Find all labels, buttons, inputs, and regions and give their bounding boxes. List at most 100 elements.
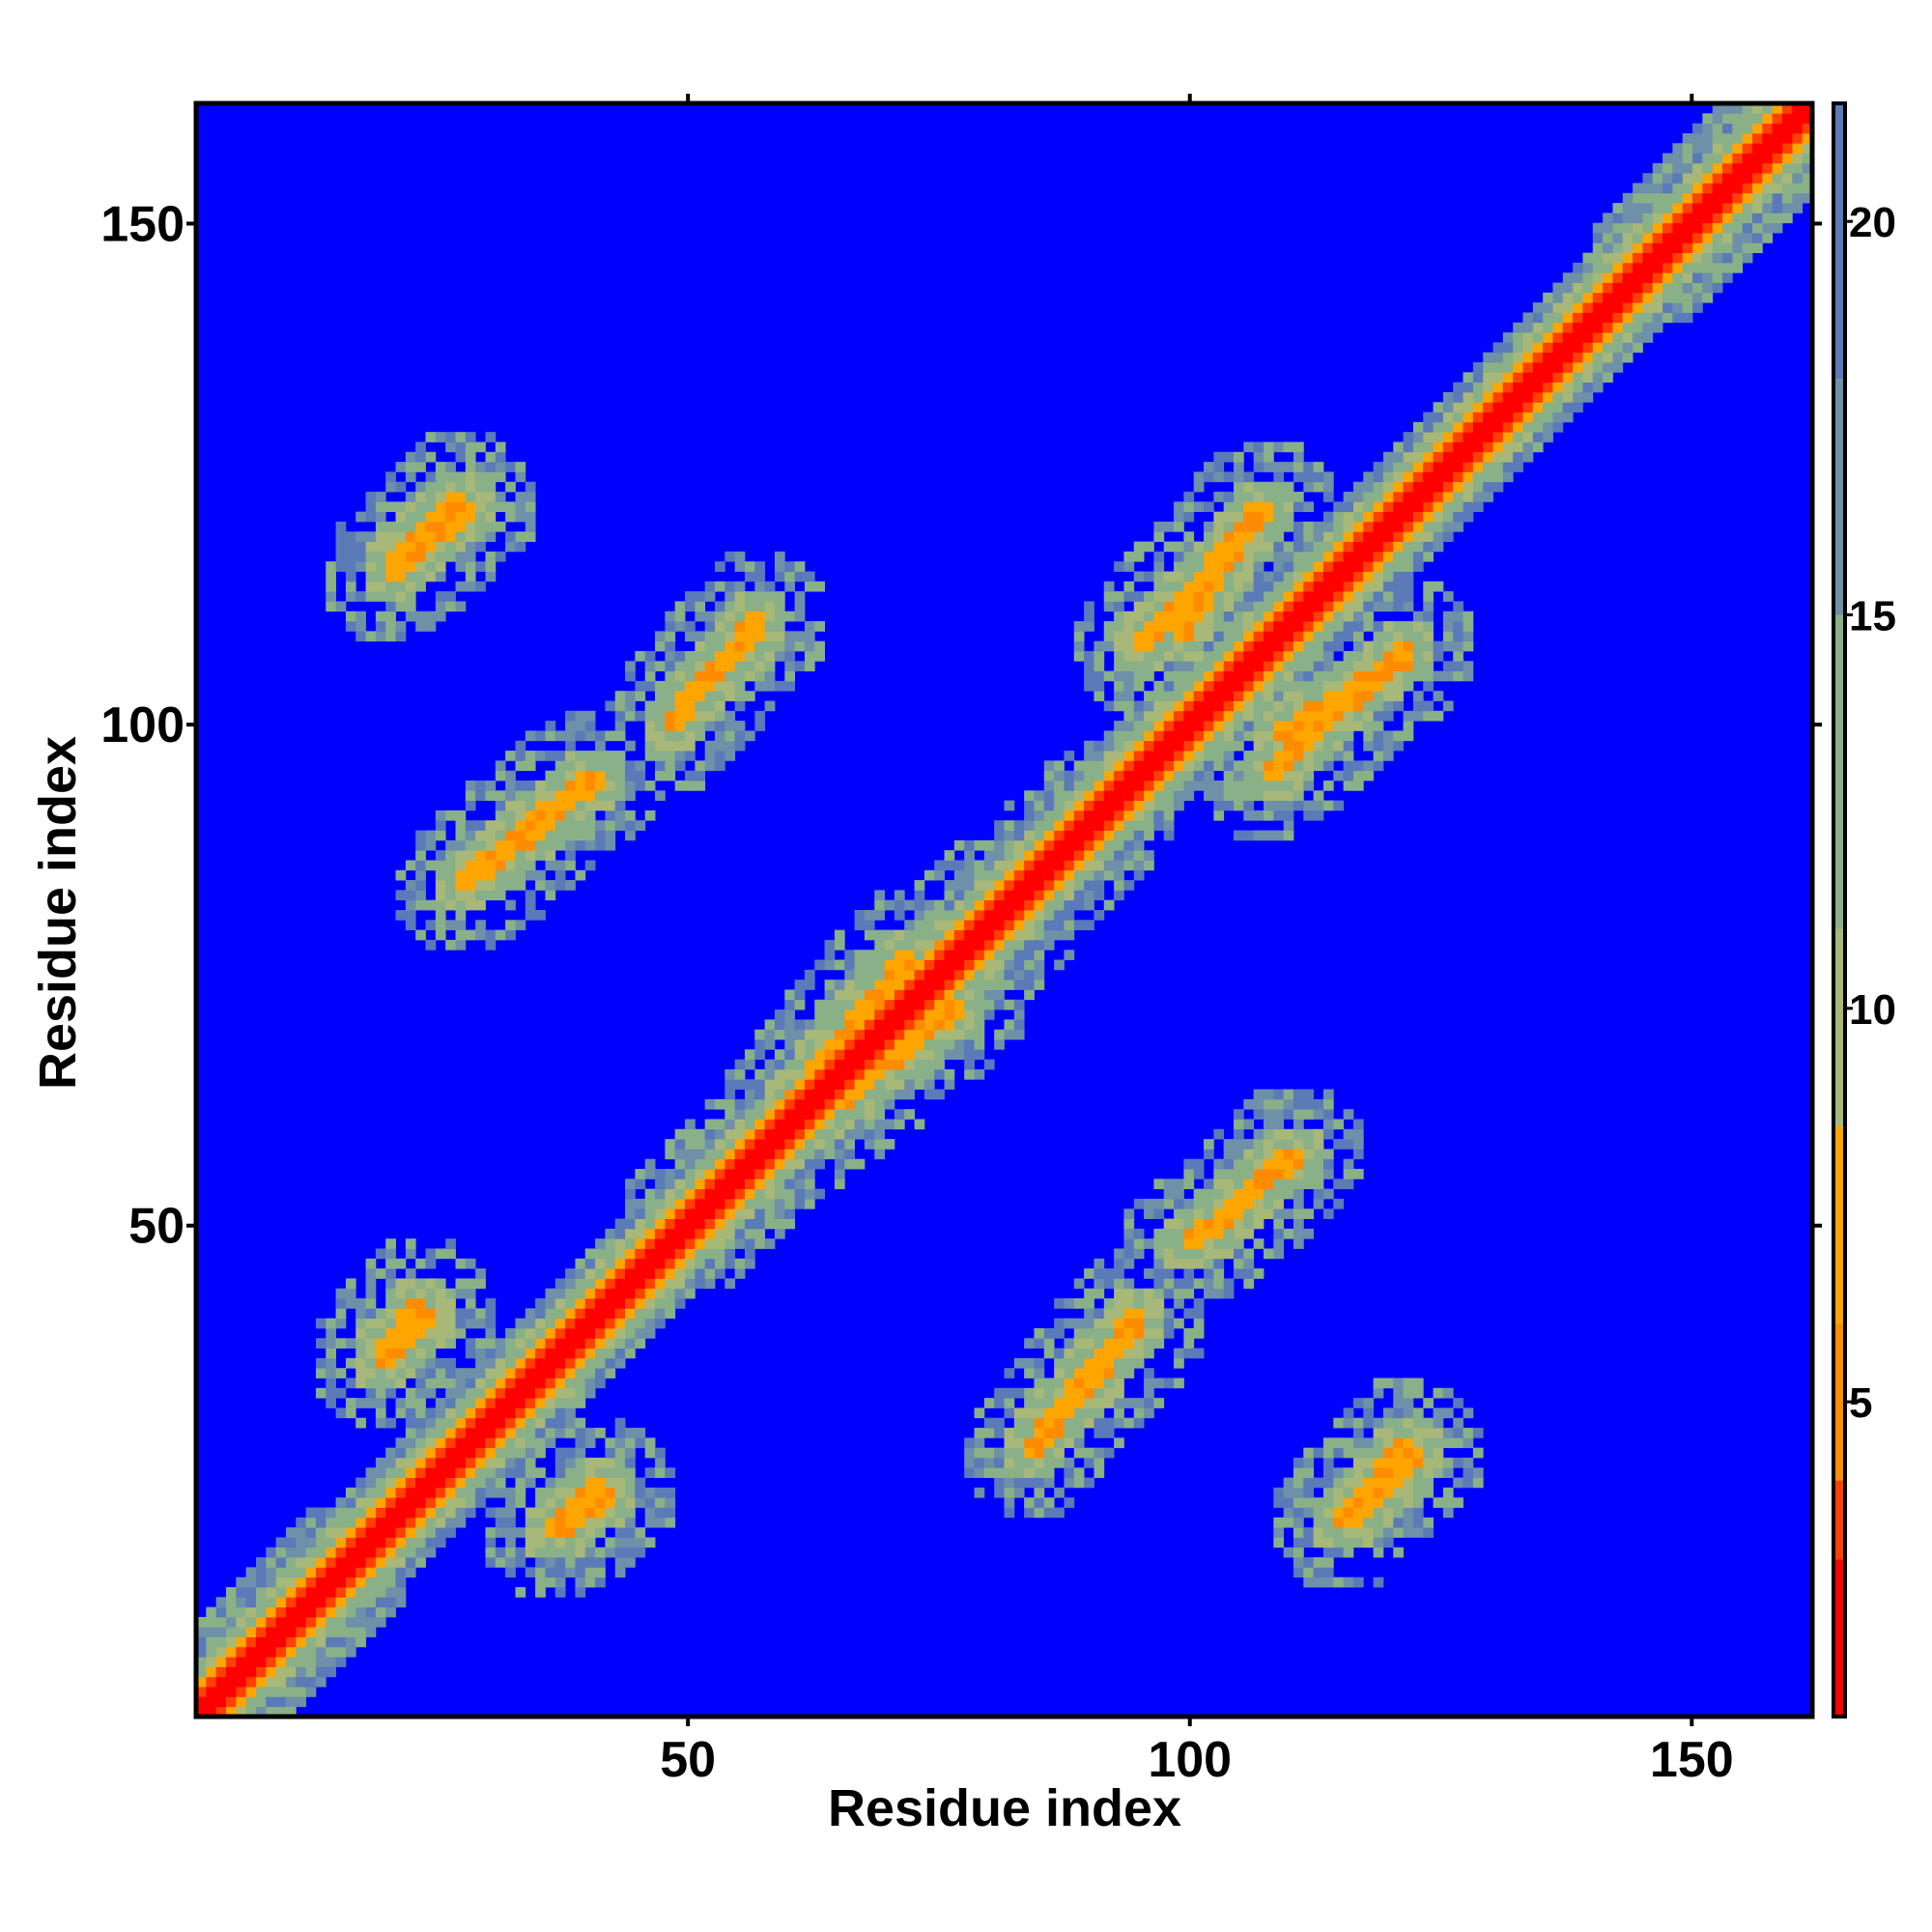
heatmap-cell [1223,1158,1235,1170]
heatmap-cell [1412,700,1424,712]
heatmap-cell [1073,1348,1085,1359]
heatmap-cell [1084,1298,1094,1309]
heatmap-cell [1303,670,1315,682]
heatmap-cell [1243,770,1255,781]
heatmap-cell [1433,541,1444,553]
heatmap-cell [565,1547,576,1558]
heatmap-cell [665,1258,676,1269]
heatmap-cell [1603,372,1613,384]
heatmap-cell [1123,1348,1135,1359]
heatmap-cell [605,730,616,742]
heatmap-cell [1024,980,1035,990]
heatmap-cell [415,1378,426,1389]
heatmap-cell [296,1657,306,1667]
heatmap-cell [1213,670,1225,682]
heatmap-cell [1532,382,1544,393]
heatmap-cell [1463,432,1474,442]
heatmap-cell [854,980,866,990]
heatmap-cell [744,730,755,742]
heatmap-cell [1094,1457,1105,1468]
heatmap-cell [923,969,935,980]
heatmap-cell [1293,640,1304,652]
heatmap-cell [874,1039,885,1050]
heatmap-cell [1502,372,1514,384]
heatmap-cell [874,1109,885,1120]
heatmap-cell [644,1447,656,1459]
heatmap-cell [525,850,536,861]
heatmap-cell [535,1586,546,1598]
heatmap-cell [1592,242,1604,254]
heatmap-cell [774,1079,785,1090]
heatmap-cell [1234,481,1244,493]
heatmap-cell [1303,1487,1315,1498]
heatmap-cell [1064,1357,1075,1369]
heatmap-cell [455,820,467,831]
heatmap-cell [1543,342,1553,354]
heatmap-cell [445,1368,456,1378]
heatmap-cell [665,631,676,642]
heatmap-cell [545,1507,556,1519]
heatmap-cell [1343,1417,1354,1429]
heatmap-cell [595,1507,606,1519]
heatmap-cell [1054,1318,1065,1329]
heatmap-cell [1433,531,1444,542]
heatmap-cell [1103,860,1115,871]
heatmap-cell [1103,800,1115,811]
heatmap-cell [914,959,925,971]
heatmap-cell [1204,710,1214,722]
heatmap-cell [1273,1527,1285,1538]
heatmap-cell [355,1586,366,1598]
heatmap-cell [1363,670,1375,682]
heatmap-cell [1174,670,1184,682]
heatmap-cell [315,1586,327,1598]
heatmap-cell [1153,1248,1165,1260]
heatmap-cell [1293,492,1304,502]
heatmap-cell [285,1676,297,1688]
heatmap-cell [525,511,536,523]
heatmap-cell [974,920,985,931]
heatmap-cell [1073,1417,1085,1429]
heatmap-cell [695,1198,706,1209]
heatmap-cell [1004,839,1015,851]
heatmap-cell [744,1179,755,1190]
heatmap-cell [1543,322,1553,333]
heatmap-cell [644,721,656,731]
heatmap-cell [335,1308,347,1320]
heatmap-cell [1034,1467,1045,1478]
heatmap-cell [425,521,437,532]
heatmap-cell [1183,770,1195,781]
heatmap-cell [1123,830,1135,841]
heatmap-cell [774,1188,785,1200]
heatmap-cell [1094,1258,1105,1269]
heatmap-cell [1204,661,1214,671]
heatmap-cell [1303,471,1315,483]
heatmap-cell [734,581,746,592]
heatmap-cell [1382,591,1394,602]
heatmap-cell [1144,790,1154,802]
heatmap-cell [1034,950,1045,960]
heatmap-cell [1322,492,1334,502]
heatmap-cell [415,462,426,472]
heatmap-cell [215,1606,227,1618]
heatmap-cell [614,810,626,821]
heatmap-cell [465,492,476,502]
heatmap-cell [1363,501,1375,513]
heatmap-cell [914,1049,925,1061]
heatmap-cell [485,890,497,901]
heatmap-cell [435,601,446,612]
heatmap-cell [1273,511,1285,523]
heatmap-cell [1303,1109,1315,1120]
heatmap-cell [1163,790,1175,802]
heatmap-cell [515,1557,526,1568]
heatmap-cell [1133,1348,1145,1359]
heatmap-cell [385,621,396,632]
heatmap-cell [485,1447,497,1459]
heatmap-cell [665,1288,676,1299]
heatmap-cell [734,601,746,612]
heatmap-cell [1114,780,1124,791]
heatmap-cell [974,1009,985,1020]
heatmap-cell [1234,1169,1244,1179]
heatmap-cell [545,1417,556,1429]
heatmap-cell [445,1327,456,1339]
heatmap-cell [1423,700,1434,712]
